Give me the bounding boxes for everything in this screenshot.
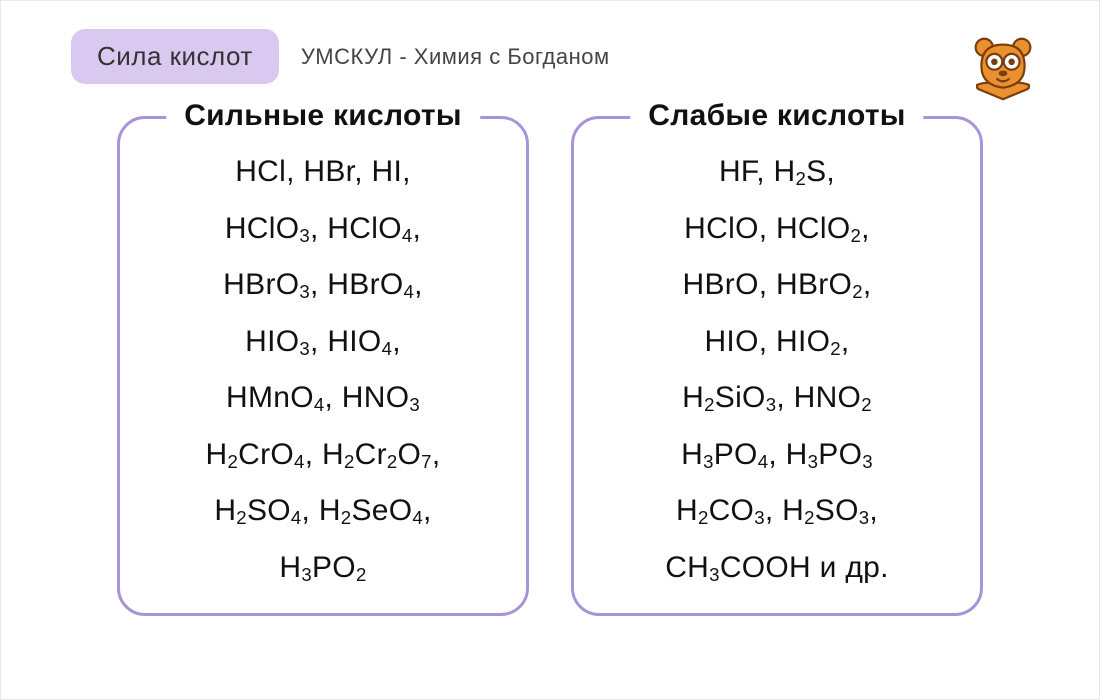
formula-line: HClO, HClO2, (592, 206, 962, 253)
formula-line: CH3COOH и др. (592, 545, 962, 592)
topic-badge: Сила кислот (71, 29, 279, 84)
formula-line: HMnO4, HNO3 (138, 375, 508, 422)
formula-line: HCl, HBr, HI, (138, 149, 508, 196)
formula-line: HIO, HIO2, (592, 319, 962, 366)
panel-weak-acids: Слабые кислоты HF, H2S, HClO, HClO2, HBr… (571, 116, 983, 616)
formula-line: HIO3, HIO4, (138, 319, 508, 366)
formula-line: HF, H2S, (592, 149, 962, 196)
formula-line: HBrO, HBrO2, (592, 262, 962, 309)
weak-acids-lines: HF, H2S, HClO, HClO2, HBrO, HBrO2, HIO, … (592, 139, 962, 591)
formula-line: H3PO4, H3PO3 (592, 432, 962, 479)
formula-line: H2SiO3, HNO2 (592, 375, 962, 422)
formula-line: HClO3, HClO4, (138, 206, 508, 253)
brand-logo-icon (967, 33, 1039, 105)
formula-line: H2CO3, H2SO3, (592, 488, 962, 535)
panel-title-weak: Слабые кислоты (630, 99, 923, 133)
formula-line: H2CrO4, H2Cr2O7, (138, 432, 508, 479)
columns-wrapper: Сильные кислоты HCl, HBr, HI, HClO3, HCl… (1, 96, 1099, 616)
formula-line: HBrO3, HBrO4, (138, 262, 508, 309)
source-subtitle: УМСКУЛ - Химия с Богданом (301, 44, 610, 70)
header: Сила кислот УМСКУЛ - Химия с Богданом (1, 1, 1099, 96)
panel-title-strong: Сильные кислоты (166, 99, 480, 133)
formula-line: H3PO2 (138, 545, 508, 592)
formula-line: H2SO4, H2SeO4, (138, 488, 508, 535)
strong-acids-lines: HCl, HBr, HI, HClO3, HClO4, HBrO3, HBrO4… (138, 139, 508, 591)
panel-strong-acids: Сильные кислоты HCl, HBr, HI, HClO3, HCl… (117, 116, 529, 616)
